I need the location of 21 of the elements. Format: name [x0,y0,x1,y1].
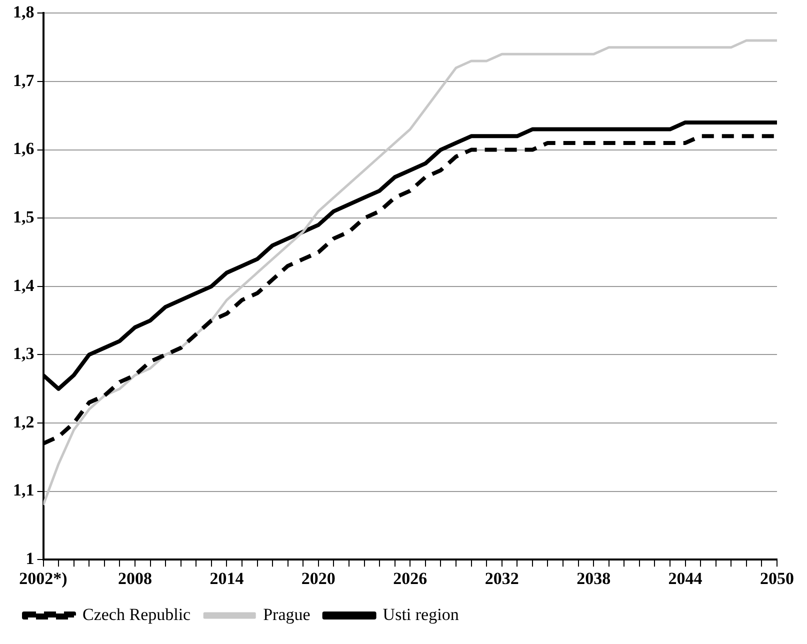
x-tick-label: 2050 [760,569,794,588]
x-tick-label: 2038 [576,569,611,588]
legend-label: Czech Republic [82,604,192,624]
y-tick-label: 1,5 [13,207,34,226]
x-tick-label: 2026 [393,569,428,588]
x-tick-label: 2014 [210,569,244,588]
x-tick-label: 2008 [118,569,152,588]
y-tick-label: 1,7 [13,70,35,90]
y-tick-label: 1,1 [13,480,34,500]
y-tick-label: 1 [26,548,34,568]
x-tick-label: 2032 [484,569,519,588]
y-tick-label: 1,8 [13,2,34,22]
y-tick-label: 1,6 [13,139,34,158]
y-tick-label: 1,2 [13,412,34,432]
y-tick-label: 1,3 [13,344,34,364]
x-tick-label: 2020 [301,569,336,588]
legend-label: Prague [263,604,310,624]
x-tick-label: 2044 [668,569,703,588]
x-tick-label: 2002*) [19,569,68,588]
y-tick-label: 1,4 [13,276,35,295]
legend-label: Usti region [382,604,460,624]
